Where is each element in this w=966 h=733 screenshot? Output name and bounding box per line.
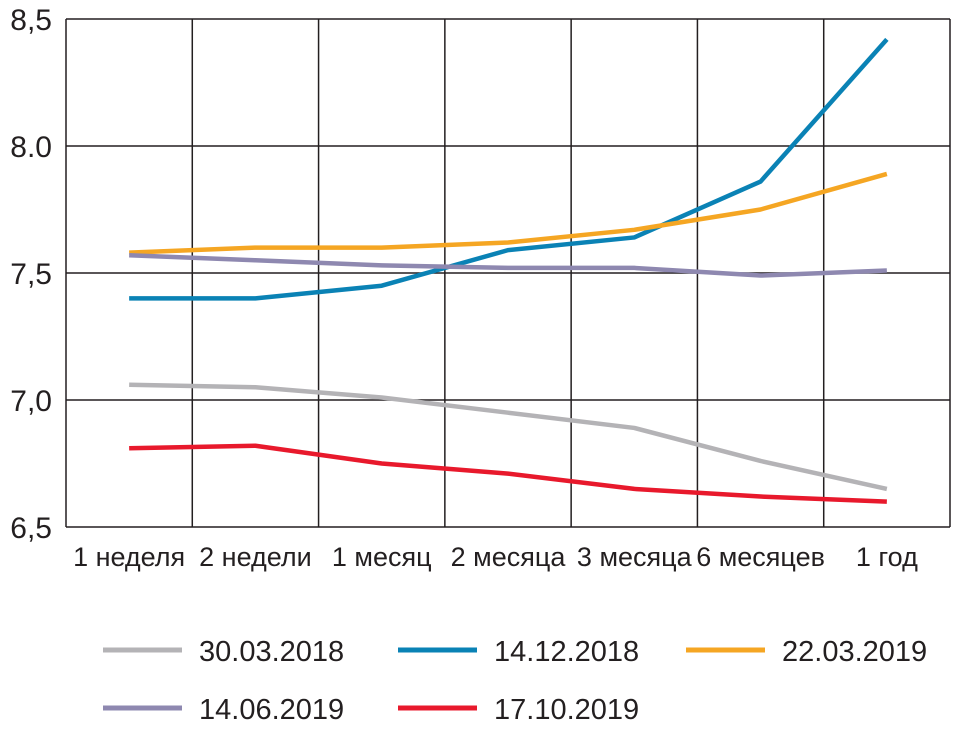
x-tick-label: 1 год bbox=[856, 542, 918, 572]
legend-item: 30.03.2018 bbox=[103, 636, 344, 668]
legend-label: 22.03.2019 bbox=[782, 636, 927, 668]
y-tick-label: 7,5 bbox=[10, 258, 52, 291]
y-axis: 6,5 7,0 7,5 8.0 8,5 bbox=[10, 4, 52, 545]
series-lines bbox=[129, 37, 889, 504]
legend-item: 14.12.2018 bbox=[398, 636, 639, 668]
legend-label: 14.06.2019 bbox=[199, 694, 344, 726]
x-tick-label: 2 месяца bbox=[451, 542, 567, 572]
x-tick-label: 6 месяцев bbox=[696, 542, 825, 572]
y-tick-label: 6,5 bbox=[10, 512, 52, 545]
legend-item: 22.03.2019 bbox=[686, 636, 927, 668]
x-tick-label: 1 неделя bbox=[73, 542, 185, 572]
series-line-14.12.2018 bbox=[129, 37, 889, 301]
legend-item: 14.06.2019 bbox=[103, 694, 344, 726]
legend: 30.03.2018 14.12.2018 22.03.2019 14.06.2019… bbox=[103, 636, 927, 726]
x-tick-label: 1 месяц bbox=[332, 542, 432, 572]
y-tick-label: 8,5 bbox=[10, 4, 52, 37]
x-tick-label: 3 месяца bbox=[577, 542, 693, 572]
series-line-30.03.2018 bbox=[129, 382, 888, 492]
x-axis: 1 неделя 2 недели 1 месяц 2 месяца 3 месяца 6… bbox=[73, 542, 918, 572]
series-line-22.03.2019 bbox=[129, 171, 888, 255]
y-tick-label: 8.0 bbox=[10, 131, 52, 164]
y-tick-label: 7,0 bbox=[10, 385, 52, 418]
legend-item: 17.10.2019 bbox=[398, 694, 639, 726]
series-line-17.10.2019 bbox=[129, 443, 887, 504]
legend-label: 30.03.2018 bbox=[199, 636, 344, 668]
x-tick-label: 2 недели bbox=[199, 542, 312, 572]
legend-label: 14.12.2018 bbox=[494, 636, 639, 668]
series-line-14.06.2019 bbox=[129, 252, 887, 278]
grid bbox=[65, 18, 951, 528]
legend-label: 17.10.2019 bbox=[494, 694, 639, 726]
